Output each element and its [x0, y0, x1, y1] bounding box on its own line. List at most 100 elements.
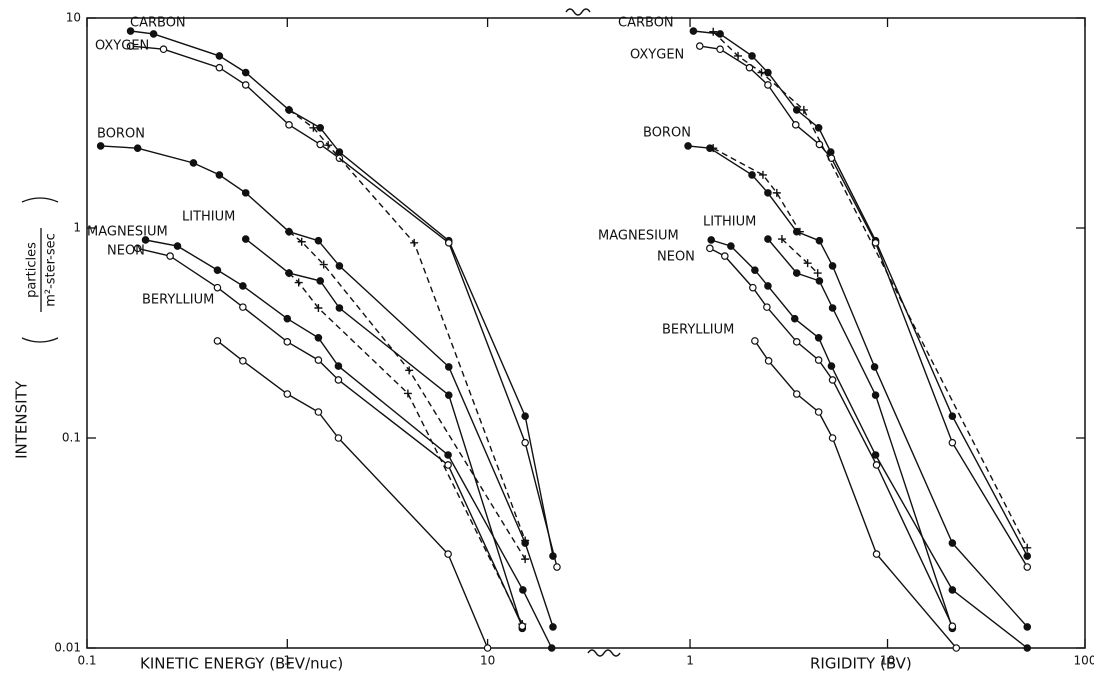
- series-label: OXYGEN: [630, 48, 684, 63]
- point-marker: [792, 390, 801, 398]
- y-axis-title: INTENSITY: [13, 380, 31, 459]
- series-line: [699, 45, 1028, 568]
- point-marker: [764, 68, 772, 77]
- point-marker: [828, 262, 837, 270]
- series-label: CARBON: [618, 16, 674, 31]
- point-marker: [314, 356, 323, 364]
- point-marker: [215, 52, 224, 60]
- point-marker: [189, 159, 198, 167]
- point-marker: [521, 438, 529, 447]
- point-marker: [716, 30, 724, 38]
- plus-marker: [795, 227, 804, 236]
- point-marker: [814, 356, 823, 364]
- series-label: NEON: [107, 244, 145, 259]
- plus-marker: [772, 188, 781, 197]
- series-label: MAGNESIUM: [87, 225, 168, 240]
- point-marker: [444, 363, 453, 371]
- series-label: BORON: [97, 127, 145, 142]
- point-marker: [521, 412, 529, 421]
- paren: [21, 337, 59, 343]
- point-marker: [283, 338, 292, 346]
- y-unit: particles m²-ster-sec: [21, 197, 59, 343]
- point-marker: [695, 42, 704, 50]
- point-marker: [444, 451, 452, 459]
- point-marker: [239, 357, 247, 365]
- point-marker: [166, 252, 174, 260]
- plus-marker: [297, 237, 306, 246]
- plot-frame: [86, 17, 1086, 649]
- series-line: [245, 238, 523, 629]
- series-line: [712, 31, 1028, 549]
- point-marker: [948, 412, 957, 421]
- point-marker: [549, 623, 557, 631]
- point-marker: [241, 81, 250, 89]
- point-marker: [814, 124, 823, 132]
- point-marker: [141, 236, 150, 244]
- x-tick-label: 10: [880, 654, 895, 668]
- series-line: [288, 272, 523, 625]
- point-marker: [521, 539, 529, 547]
- point-marker: [316, 277, 325, 285]
- plus-marker: [405, 366, 414, 375]
- series-line: [710, 239, 1028, 649]
- point-marker: [239, 282, 247, 290]
- point-marker: [334, 362, 343, 370]
- point-marker: [444, 550, 452, 558]
- point-marker: [96, 142, 105, 150]
- plus-marker: [709, 27, 718, 36]
- point-marker: [764, 81, 772, 89]
- point-marker: [828, 434, 837, 442]
- x-tick-label: 10: [480, 654, 495, 668]
- point-marker: [748, 52, 756, 60]
- series-line: [687, 145, 1028, 628]
- point-marker: [335, 148, 344, 156]
- point-marker: [133, 244, 142, 253]
- point-marker: [764, 282, 772, 290]
- point-marker: [334, 434, 343, 442]
- point-marker: [126, 42, 135, 50]
- point-marker: [792, 106, 801, 114]
- point-marker: [871, 391, 880, 399]
- point-marker: [727, 242, 735, 250]
- series-line: [130, 45, 558, 568]
- y-tick-label: 1: [73, 221, 81, 235]
- point-marker: [241, 235, 250, 243]
- point-marker: [215, 63, 224, 72]
- x-tick-label: 1: [686, 654, 694, 668]
- point-marker: [748, 171, 756, 179]
- point-marker: [241, 189, 250, 197]
- point-marker: [749, 283, 757, 292]
- point-marker: [716, 45, 724, 54]
- point-marker: [871, 451, 880, 459]
- plus-marker: [813, 269, 822, 278]
- series-label: BERYLLIUM: [142, 293, 214, 308]
- point-marker: [1023, 552, 1032, 560]
- point-marker: [707, 236, 716, 244]
- point-marker: [553, 563, 561, 571]
- point-marker: [1023, 644, 1032, 652]
- point-marker: [213, 337, 222, 345]
- point-marker: [213, 283, 222, 292]
- plus-marker: [324, 141, 333, 150]
- series-label: NEON: [657, 250, 695, 265]
- plus-marker: [319, 260, 328, 269]
- point-marker: [444, 461, 452, 469]
- point-marker: [948, 438, 957, 447]
- series-line: [217, 340, 489, 649]
- y-unit-denominator: m²-ster-sec: [44, 233, 59, 307]
- point-marker: [815, 277, 824, 285]
- plus-marker: [285, 227, 294, 236]
- plus-marker: [314, 303, 323, 312]
- point-marker: [173, 242, 182, 250]
- point-marker: [547, 644, 556, 652]
- plus-marker: [799, 105, 808, 114]
- point-marker: [285, 121, 293, 129]
- series-line: [288, 231, 526, 560]
- point-marker: [213, 266, 222, 274]
- x-axis-title: KINETIC ENERGY (BEV/nuc): [140, 655, 343, 673]
- series-line: [712, 147, 801, 233]
- plus-marker: [285, 105, 294, 114]
- point-marker: [133, 144, 142, 152]
- point-marker: [126, 27, 135, 35]
